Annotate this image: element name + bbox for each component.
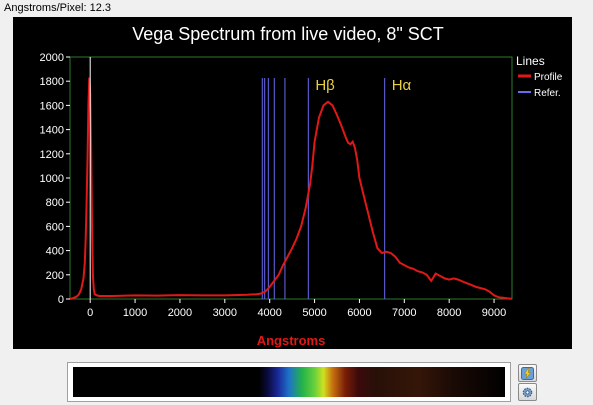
x-tick-label: 2000	[168, 307, 192, 319]
legend-profile-label: Profile	[534, 72, 563, 83]
legend: Lines Profile Refer.	[516, 54, 563, 99]
spectrum-chart-svg: Vega Spectrum from live video, 8" SCT Hβ…	[40, 24, 563, 348]
annotations-group: Hβ Hα	[315, 77, 411, 94]
line-annotation: Hα	[392, 77, 412, 94]
x-tick-label: 5000	[302, 307, 326, 319]
x-tick-label: 7000	[392, 307, 416, 319]
spectrum-thumbnail-panel	[67, 362, 511, 402]
y-tick-label: 1800	[40, 76, 64, 88]
x-tick-label: 0	[87, 307, 93, 319]
gear-icon	[522, 387, 533, 397]
x-tick-label: 9000	[482, 307, 506, 319]
y-tick-label: 0	[58, 294, 64, 306]
y-tick-label: 1600	[40, 100, 64, 112]
y-tick-label: 800	[46, 197, 64, 209]
flash-button[interactable]	[518, 364, 537, 382]
x-tick-label: 1000	[123, 307, 147, 319]
lightning-icon	[521, 366, 534, 380]
y-tick-label: 400	[46, 246, 64, 258]
plot-area-border	[69, 56, 513, 300]
profile-series-line	[69, 77, 513, 300]
y-tick-label: 600	[46, 221, 64, 233]
settings-button[interactable]	[518, 383, 537, 401]
y-axis-ticks: 0 200 400 600 800 1000 1200 1400 1600 1800 2000	[40, 52, 70, 306]
x-axis-ticks: 0 1000 2000 3000 4000 5000 6000 7000 8000 9000	[87, 299, 506, 319]
x-tick-label: 4000	[257, 307, 281, 319]
x-tick-label: 3000	[213, 307, 237, 319]
y-tick-label: 1200	[40, 149, 64, 161]
x-tick-label: 8000	[437, 307, 461, 319]
line-annotation: Hβ	[315, 77, 335, 94]
x-tick-label: 6000	[347, 307, 371, 319]
angstroms-per-pixel-label: Angstroms/Pixel: 12.3	[4, 2, 111, 14]
y-tick-label: 200	[46, 270, 64, 282]
spectrum-chart: Vega Spectrum from live video, 8" SCT Hβ…	[13, 17, 572, 349]
reference-lines-group	[261, 78, 386, 299]
legend-title: Lines	[516, 54, 545, 68]
y-tick-label: 1400	[40, 125, 64, 137]
chart-title: Vega Spectrum from live video, 8" SCT	[132, 24, 444, 44]
spectrum-color-strip	[73, 367, 505, 397]
legend-reference-label: Refer.	[534, 88, 561, 99]
y-tick-label: 2000	[40, 52, 64, 64]
y-tick-label: 1000	[40, 173, 64, 185]
x-axis-label: Angstroms	[257, 333, 326, 348]
